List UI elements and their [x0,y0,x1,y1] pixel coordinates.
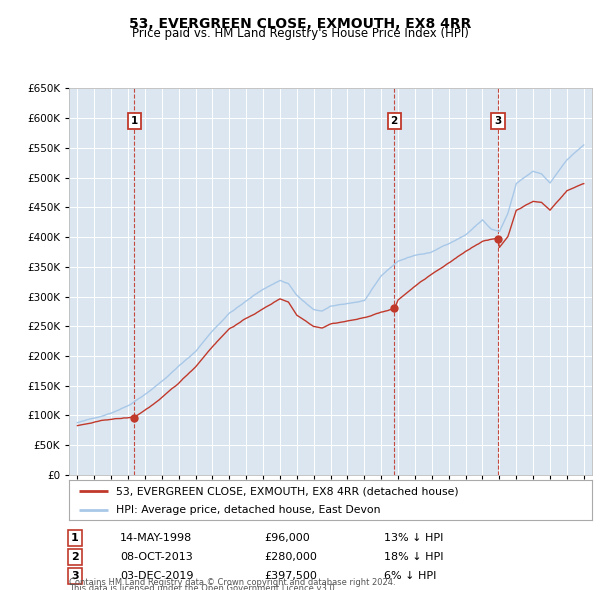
Text: £96,000: £96,000 [264,533,310,543]
Text: 2: 2 [391,116,398,126]
Text: 18% ↓ HPI: 18% ↓ HPI [384,552,443,562]
Text: 2: 2 [71,552,79,562]
Point [493,234,503,243]
Text: 1: 1 [131,116,138,126]
Point [130,413,139,422]
Text: 3: 3 [494,116,502,126]
Text: 14-MAY-1998: 14-MAY-1998 [120,533,192,543]
Text: £397,500: £397,500 [264,571,317,581]
Text: 1: 1 [71,533,79,543]
Text: £280,000: £280,000 [264,552,317,562]
Text: Price paid vs. HM Land Registry's House Price Index (HPI): Price paid vs. HM Land Registry's House … [131,27,469,40]
Text: 13% ↓ HPI: 13% ↓ HPI [384,533,443,543]
Text: Contains HM Land Registry data © Crown copyright and database right 2024.: Contains HM Land Registry data © Crown c… [69,578,395,588]
Text: 53, EVERGREEN CLOSE, EXMOUTH, EX8 4RR (detached house): 53, EVERGREEN CLOSE, EXMOUTH, EX8 4RR (d… [116,487,459,497]
Point [389,304,399,313]
Text: 53, EVERGREEN CLOSE, EXMOUTH, EX8 4RR: 53, EVERGREEN CLOSE, EXMOUTH, EX8 4RR [129,17,471,31]
Text: 08-OCT-2013: 08-OCT-2013 [120,552,193,562]
Text: 03-DEC-2019: 03-DEC-2019 [120,571,193,581]
Text: This data is licensed under the Open Government Licence v3.0.: This data is licensed under the Open Gov… [69,584,337,590]
Text: 3: 3 [71,571,79,581]
Text: 6% ↓ HPI: 6% ↓ HPI [384,571,436,581]
Text: HPI: Average price, detached house, East Devon: HPI: Average price, detached house, East… [116,506,380,515]
